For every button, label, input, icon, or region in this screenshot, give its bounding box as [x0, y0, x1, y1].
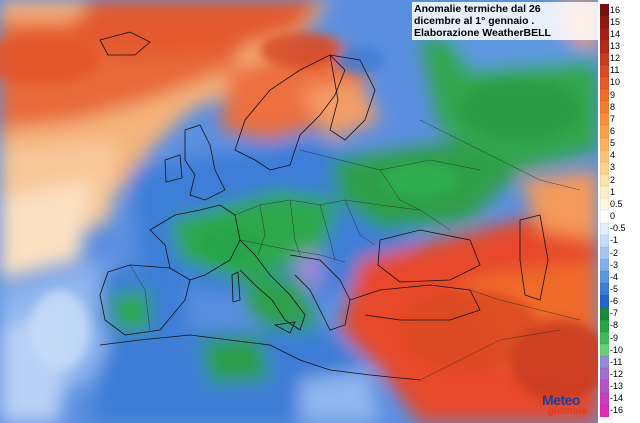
- legend-tick-label: -9: [610, 332, 619, 343]
- legend-swatch: [600, 113, 609, 126]
- legend-swatch: [600, 4, 609, 17]
- color-scale-legend: 16 15 14 13 12 11 10 9 8 7 6 5 4 3 2 1 0.5 0 -0.5 -1 -2 -3 -4-…: [598, 0, 640, 423]
- legend-swatch: [600, 331, 609, 344]
- legend-tick-label: 11: [610, 65, 620, 76]
- legend-tick-label: 2: [610, 174, 616, 185]
- legend-swatch: [600, 173, 609, 187]
- legend-swatch: [600, 234, 609, 247]
- legend-tick-label: 0: [610, 211, 616, 222]
- legend-tick-label: -14: [610, 393, 624, 404]
- legend-tick-label: 4: [610, 150, 616, 161]
- title-line-1: Anomalie termiche dal 26: [414, 3, 541, 15]
- legend-swatch: [600, 101, 609, 114]
- legend-tick-label: -16: [610, 405, 624, 416]
- legend-tick-label: -1: [610, 235, 619, 246]
- legend-swatch: [600, 404, 609, 417]
- legend-tick-label: -8: [610, 320, 619, 331]
- legend-swatch: [600, 149, 609, 162]
- legend-tick-label: 13: [610, 41, 621, 51]
- legend-tick-label: 12: [610, 53, 621, 64]
- legend-swatch: [600, 295, 609, 308]
- legend-tick-label: 15: [610, 16, 621, 27]
- legend-swatch: [600, 368, 609, 381]
- logo-text-meteo: Meteo: [542, 392, 580, 408]
- legend-swatch: [600, 52, 609, 65]
- legend-swatch: [600, 28, 609, 41]
- legend-tick-label: -3: [610, 259, 619, 270]
- legend-tick-label: 1: [610, 186, 616, 197]
- legend-tick-label: 9: [610, 89, 616, 100]
- legend-swatch: [600, 76, 609, 89]
- legend-swatch: [600, 271, 609, 284]
- country-borders: [129, 119, 581, 381]
- map-title: Anomalie termiche dal 26 dicembre al 1° …: [412, 2, 598, 40]
- anomaly-detail: [0, 32, 598, 400]
- legend-tick-label: -11: [610, 356, 623, 367]
- legend-tick-label: -13: [610, 381, 624, 392]
- legend-tick-label: 0.5: [610, 198, 623, 209]
- legend-tick-label: 3: [610, 162, 616, 173]
- color-scale-labels: 16 15 14 13 12 11 10 9 8 7 6 5 4 3 2 1 0.5 0 -0.5 -1 -2 -3 -4-…: [610, 4, 640, 417]
- legend-swatch: [600, 16, 609, 29]
- legend-swatch: [600, 161, 609, 174]
- legend-tick-label: -12: [610, 368, 624, 379]
- legend-tick-label: -10: [610, 344, 624, 355]
- legend-tick-label: 8: [610, 101, 616, 112]
- legend-tick-label: -6: [610, 296, 619, 307]
- color-scale-bar: [600, 4, 609, 417]
- legend-swatch: [600, 210, 609, 223]
- temperature-anomaly-map: [0, 0, 598, 423]
- legend-tick-label: 6: [610, 126, 616, 137]
- legend-swatch: [600, 125, 609, 138]
- legend-swatch: [600, 137, 609, 150]
- legend-swatch: [600, 198, 609, 211]
- legend-tick-label: -2: [610, 247, 619, 258]
- title-line-3: Elaborazione WeatherBELL: [414, 27, 551, 39]
- legend-swatch: [600, 186, 609, 199]
- legend-swatch: [600, 222, 609, 235]
- legend-swatch: [600, 380, 609, 393]
- legend-tick-label: -4: [610, 271, 619, 282]
- legend-swatch: [600, 246, 609, 259]
- legend-tick-label: 14: [610, 28, 621, 39]
- legend-tick-label: 5: [610, 138, 616, 149]
- legend-swatch: [600, 258, 609, 272]
- legend-tick-label: 16: [610, 4, 621, 15]
- legend-tick-label: -7: [610, 308, 619, 319]
- legend-swatch: [600, 319, 609, 332]
- coastlines: [99, 31, 549, 381]
- legend-swatch: [600, 392, 609, 405]
- legend-swatch: [600, 343, 609, 357]
- legend-swatch: [600, 40, 609, 53]
- logo-text-giornale: giornale: [548, 406, 587, 417]
- legend-swatch: [600, 307, 609, 320]
- legend-tick-label: 7: [610, 113, 616, 124]
- legend-swatch: [600, 356, 609, 369]
- legend-swatch: [600, 64, 609, 77]
- meteogiornale-logo: Meteo giornale: [540, 392, 598, 422]
- legend-tick-label: -5: [610, 283, 619, 294]
- title-line-2: dicembre al 1° gennaio .: [414, 15, 535, 27]
- legend-swatch: [600, 283, 609, 296]
- legend-tick-label: 10: [610, 77, 621, 88]
- legend-swatch: [600, 88, 609, 102]
- legend-tick-label: -0.5: [610, 223, 626, 234]
